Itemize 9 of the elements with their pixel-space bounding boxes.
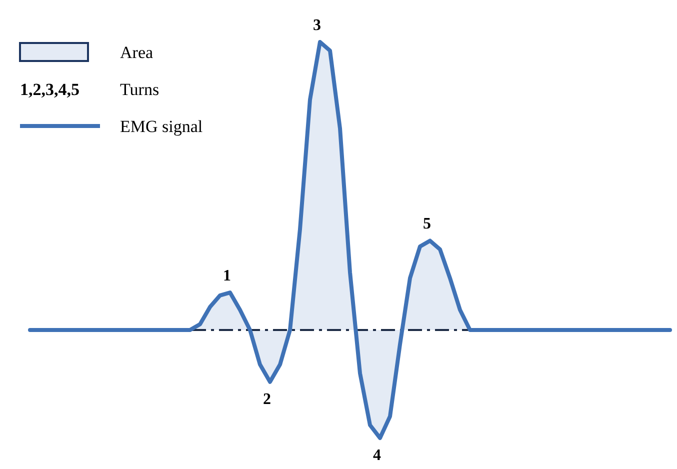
annotation: 1 xyxy=(223,268,231,285)
text: 4 xyxy=(373,447,381,464)
annotation: Area xyxy=(120,43,154,62)
text: 3 xyxy=(313,17,321,34)
annotation: 2 xyxy=(263,390,271,408)
annotation: 1,2,3,4,5 xyxy=(20,80,80,99)
legend-label: EMG signal xyxy=(120,117,203,136)
annotation: Turns xyxy=(120,80,160,99)
annotation: 5 xyxy=(423,216,431,233)
